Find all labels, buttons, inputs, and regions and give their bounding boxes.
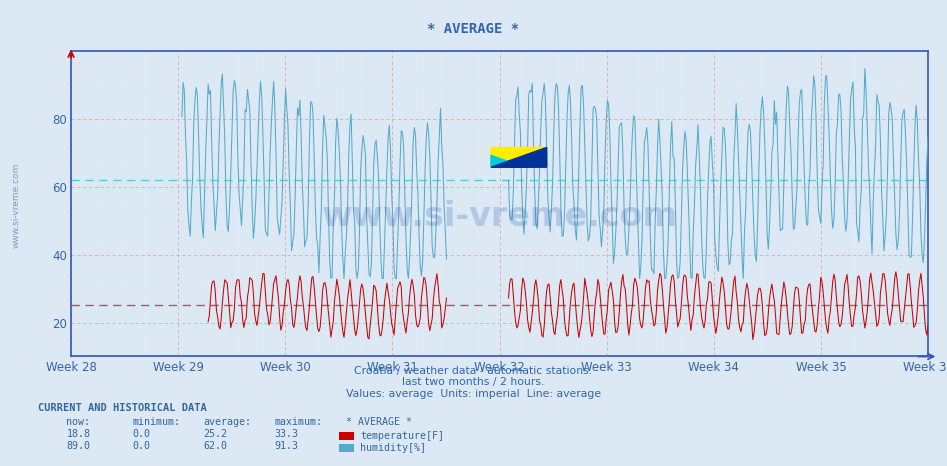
Text: temperature[F]: temperature[F] — [360, 431, 444, 441]
Text: * AVERAGE *: * AVERAGE * — [427, 22, 520, 36]
Text: www.si-vreme.com: www.si-vreme.com — [11, 162, 21, 248]
Text: 89.0: 89.0 — [66, 441, 90, 451]
Polygon shape — [491, 147, 546, 167]
Text: average:: average: — [204, 417, 252, 427]
Text: last two months / 2 hours.: last two months / 2 hours. — [402, 377, 545, 387]
Text: minimum:: minimum: — [133, 417, 181, 427]
Text: 0.0: 0.0 — [133, 441, 151, 451]
Text: * AVERAGE *: * AVERAGE * — [346, 417, 412, 427]
Text: www.si-vreme.com: www.si-vreme.com — [321, 199, 678, 233]
Text: Croatia / weather data - automatic stations.: Croatia / weather data - automatic stati… — [354, 366, 593, 376]
Text: 91.3: 91.3 — [275, 441, 298, 451]
Text: 33.3: 33.3 — [275, 429, 298, 439]
Text: 62.0: 62.0 — [204, 441, 227, 451]
Text: 25.2: 25.2 — [204, 429, 227, 439]
Text: 18.8: 18.8 — [66, 429, 90, 439]
Text: Values: average  Units: imperial  Line: average: Values: average Units: imperial Line: av… — [346, 389, 601, 399]
Text: now:: now: — [66, 417, 90, 427]
Text: maximum:: maximum: — [275, 417, 323, 427]
Text: humidity[%]: humidity[%] — [360, 443, 426, 453]
Polygon shape — [491, 147, 546, 167]
Text: 0.0: 0.0 — [133, 429, 151, 439]
Polygon shape — [491, 155, 525, 167]
Text: CURRENT AND HISTORICAL DATA: CURRENT AND HISTORICAL DATA — [38, 403, 206, 413]
